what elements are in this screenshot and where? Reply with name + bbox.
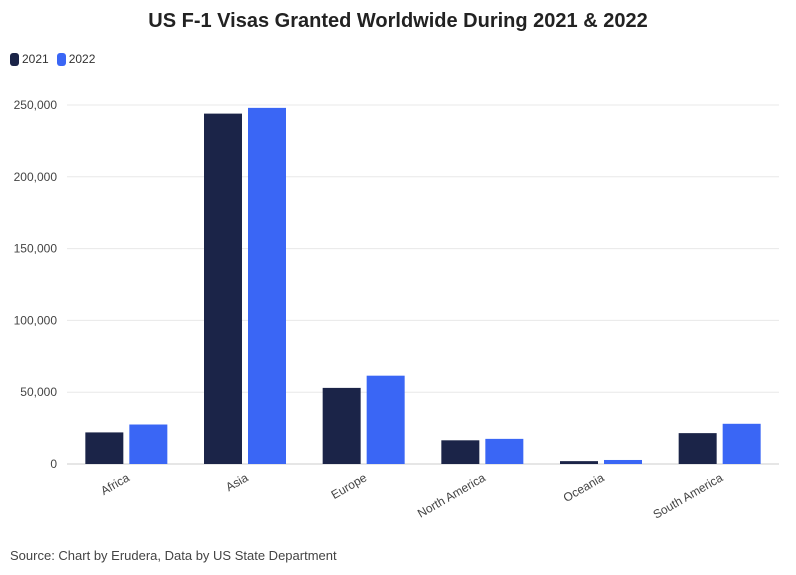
bar-2022 xyxy=(604,459,642,464)
bar-2021 xyxy=(441,440,480,464)
x-tick-label: Africa xyxy=(98,470,132,498)
y-tick-label: 150,000 xyxy=(14,242,58,256)
bar-2021 xyxy=(85,432,124,464)
bar-2021 xyxy=(204,113,242,464)
y-tick-label: 200,000 xyxy=(14,170,58,184)
legend-swatch-2022 xyxy=(56,52,66,66)
x-tick-label: Europe xyxy=(329,470,370,502)
legend: 2021 2022 xyxy=(10,52,95,66)
bar-2022 xyxy=(366,375,405,464)
legend-swatch-2021 xyxy=(10,52,19,66)
legend-item-2021[interactable]: 2021 xyxy=(10,52,49,66)
bar-2021 xyxy=(322,387,361,464)
y-tick-label: 100,000 xyxy=(14,313,58,327)
legend-item-2022[interactable]: 2022 xyxy=(56,52,96,66)
source-note: Source: Chart by Erudera, Data by US Sta… xyxy=(10,548,337,563)
y-tick-label: 50,000 xyxy=(20,385,57,399)
bar-2022 xyxy=(722,423,761,464)
x-tick-label: Asia xyxy=(223,470,250,494)
bar-2021 xyxy=(678,433,717,464)
bar-2022 xyxy=(129,424,168,464)
bar-2022 xyxy=(248,107,286,464)
legend-label-2021: 2021 xyxy=(22,52,49,66)
y-tick-label: 250,000 xyxy=(14,98,58,112)
legend-label-2022: 2022 xyxy=(68,52,96,66)
y-tick-label: 0 xyxy=(50,457,57,471)
bar-2022 xyxy=(485,438,524,464)
x-tick-label: South America xyxy=(651,470,726,521)
x-tick-label: North America xyxy=(415,470,488,520)
bar-2021 xyxy=(560,461,598,464)
x-tick-label: Oceania xyxy=(561,470,607,505)
chart-title: US F-1 Visas Granted Worldwide During 20… xyxy=(148,10,648,32)
